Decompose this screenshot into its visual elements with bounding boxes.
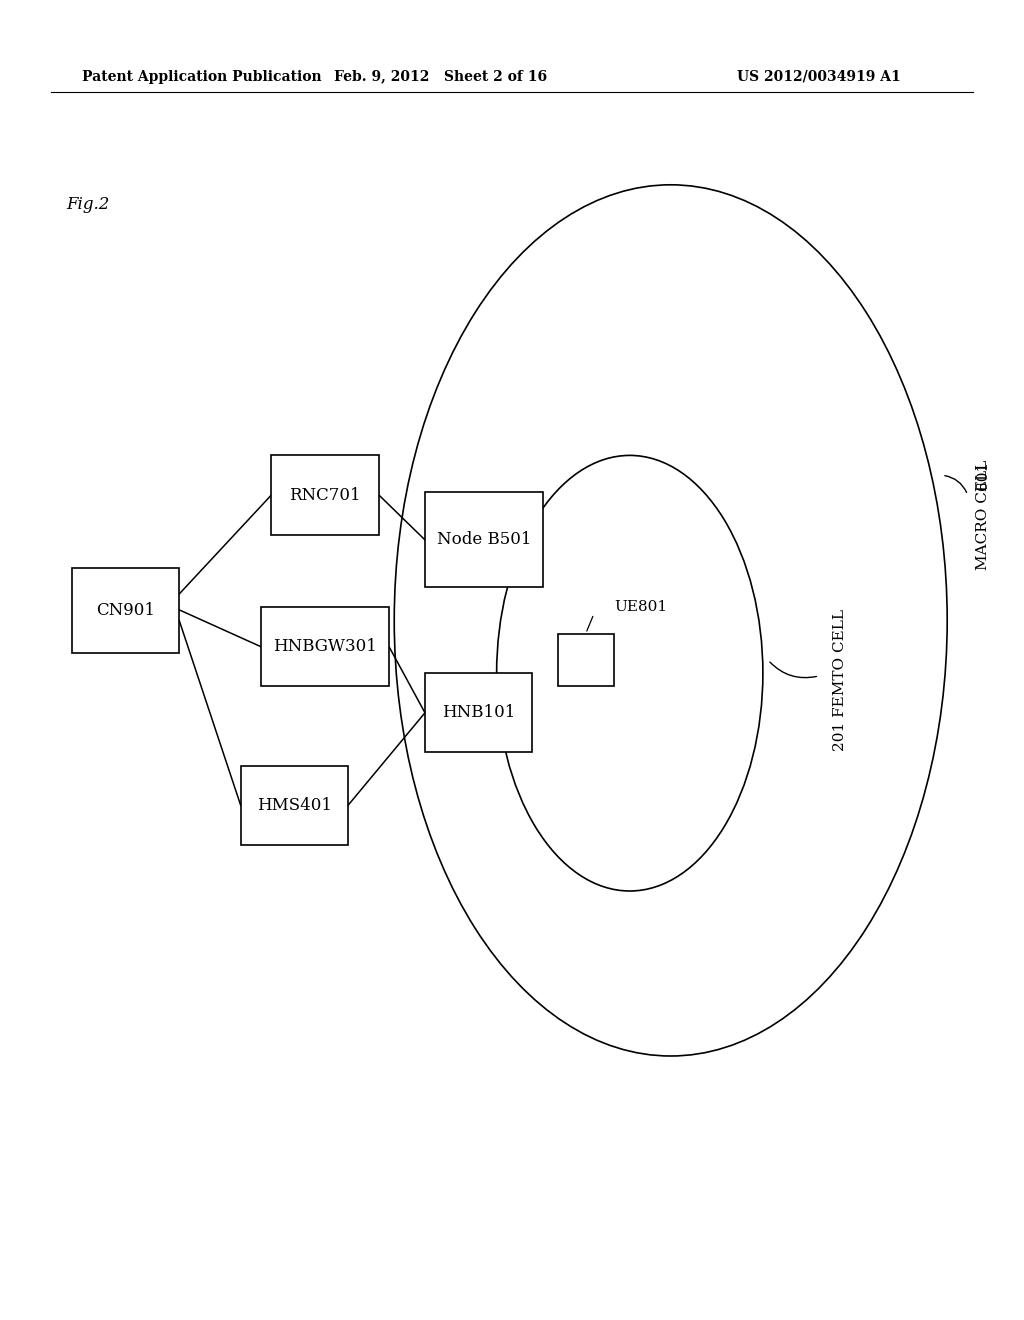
Text: HNBGW301: HNBGW301 (273, 639, 377, 655)
FancyBboxPatch shape (425, 492, 543, 587)
FancyBboxPatch shape (261, 607, 389, 686)
Text: 201 FEMTO CELL: 201 FEMTO CELL (833, 609, 847, 751)
FancyBboxPatch shape (558, 634, 614, 686)
Text: HNB101: HNB101 (442, 705, 515, 721)
Text: CN901: CN901 (96, 602, 155, 619)
Text: 601: 601 (976, 461, 990, 490)
Text: UE801: UE801 (614, 601, 668, 614)
Text: Fig.2: Fig.2 (67, 197, 110, 213)
Text: Node B501: Node B501 (436, 532, 531, 548)
Text: Patent Application Publication: Patent Application Publication (82, 70, 322, 83)
Text: US 2012/0034919 A1: US 2012/0034919 A1 (737, 70, 901, 83)
Text: RNC701: RNC701 (290, 487, 360, 503)
FancyBboxPatch shape (72, 568, 179, 653)
Text: MACRO CELL: MACRO CELL (976, 459, 990, 570)
FancyBboxPatch shape (425, 673, 532, 752)
FancyBboxPatch shape (241, 766, 348, 845)
Text: HMS401: HMS401 (257, 797, 332, 813)
Text: Feb. 9, 2012   Sheet 2 of 16: Feb. 9, 2012 Sheet 2 of 16 (334, 70, 547, 83)
FancyBboxPatch shape (271, 455, 379, 535)
